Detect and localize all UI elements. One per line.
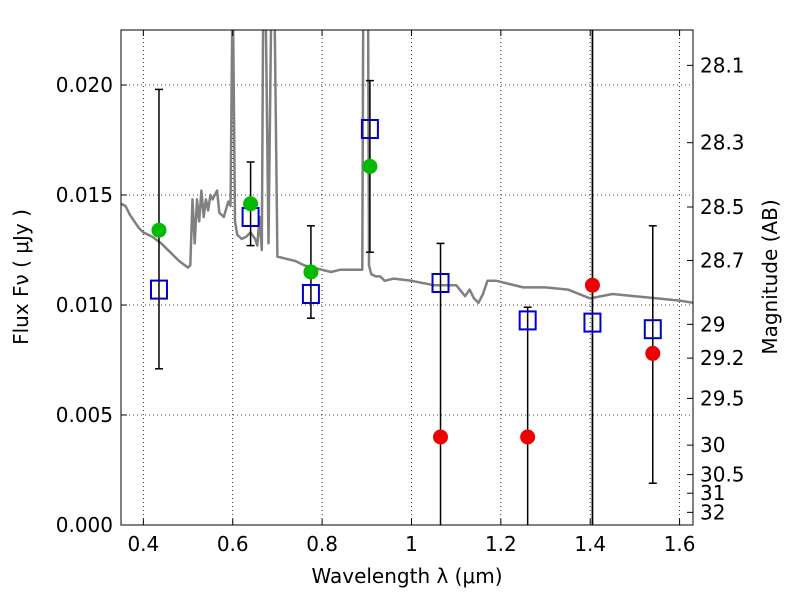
axes: 0.4 0.6 0.8 1 1.2 1.4 1.6 0.000 0.005 0.010 0.015 0… xyxy=(56,30,745,556)
detection-point xyxy=(151,222,167,238)
observed-flux-box xyxy=(431,273,450,293)
y-tick-label: 0.005 xyxy=(56,403,113,427)
y-tick-label: 0.000 xyxy=(56,513,113,537)
right-tick-label: 30.5 xyxy=(700,463,745,487)
right-tick-label: 29.5 xyxy=(700,386,745,410)
right-tick-label: 30 xyxy=(700,433,725,457)
non-detection-point xyxy=(433,429,449,445)
observed-flux-box xyxy=(643,319,662,340)
observed-flux-box xyxy=(518,310,537,331)
y-tick-label: 0.010 xyxy=(56,293,113,317)
x-tick-label: 1.6 xyxy=(664,532,696,556)
y-tick-label: 0.015 xyxy=(56,183,113,207)
x-tick-label: 1.2 xyxy=(485,532,517,556)
detection-point xyxy=(362,158,378,174)
right-tick-label: 28.5 xyxy=(700,195,745,219)
x-tick-label: 1.4 xyxy=(574,532,606,556)
x-tick-label: 0.4 xyxy=(127,532,159,556)
right-tick-label: 28.1 xyxy=(700,53,745,77)
observed-flux-box xyxy=(301,284,320,304)
x-axis-label: Wavelength λ (μm) xyxy=(311,564,502,588)
non-detection-point xyxy=(584,277,600,293)
y-axis-label: Flux Fν ( μJy ) xyxy=(9,209,33,345)
y-tick-label: 0.020 xyxy=(56,73,113,97)
y-axis-right-label: Magnitude (AB) xyxy=(758,199,782,354)
detection-point xyxy=(303,264,319,280)
right-tick-label: 28.3 xyxy=(700,131,745,155)
x-tick-label: 0.6 xyxy=(217,532,249,556)
observed-flux-box xyxy=(360,119,379,139)
right-tick-label: 29 xyxy=(700,312,725,336)
non-detection-point xyxy=(520,429,536,445)
observed-flux-box xyxy=(583,312,602,333)
detection-point xyxy=(243,196,259,212)
right-tick-label: 31 xyxy=(700,481,725,505)
template-spectrum-line xyxy=(121,30,693,305)
non-detection-point xyxy=(645,345,661,361)
plot-frame xyxy=(120,29,694,526)
x-tick-label: 0.8 xyxy=(306,532,338,556)
right-tick-label: 29.2 xyxy=(700,346,745,370)
right-tick-label: 28.7 xyxy=(700,249,745,273)
right-tick-label: 32 xyxy=(700,500,725,524)
x-tick-label: 1 xyxy=(405,532,418,556)
plot-area xyxy=(121,30,693,525)
observed-flux-box xyxy=(149,279,168,300)
plot-background xyxy=(121,30,693,525)
